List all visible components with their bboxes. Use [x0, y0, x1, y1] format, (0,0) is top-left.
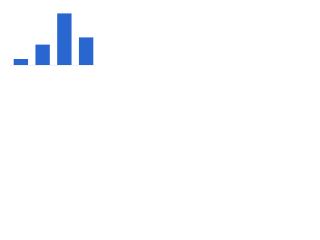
bar — [57, 13, 72, 65]
page: {"chart_data": {"type": "bar", "categori… — [0, 0, 100, 71]
bar — [13, 59, 29, 65]
bar — [35, 44, 50, 65]
bar — [78, 37, 94, 65]
chart — [10, 13, 97, 66]
